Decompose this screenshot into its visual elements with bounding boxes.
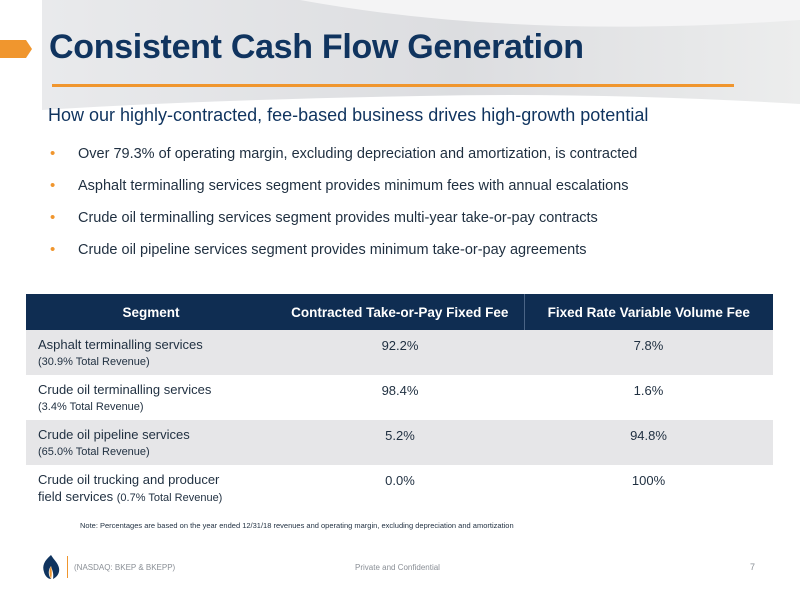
variable-fee-cell: 94.8% (524, 420, 773, 465)
segment-revenue: (3.4% Total Revenue) (38, 401, 144, 413)
segment-name-line2: field services (38, 489, 114, 504)
fixed-fee-cell: 0.0% (385, 473, 415, 488)
page-subtitle: How our highly-contracted, fee-based bus… (48, 105, 649, 125)
segment-name: Crude oil terminalling services (38, 382, 212, 397)
segment-revenue: (0.7% Total Revenue) (116, 492, 223, 504)
segment-name: Crude oil trucking and producer (38, 472, 220, 487)
bullet-item: • Crude oil terminalling services segmen… (48, 208, 637, 240)
footer-confidential: Private and Confidential (355, 563, 440, 572)
segment-revenue: (30.9% Total Revenue) (38, 356, 150, 368)
page-title: Consistent Cash Flow Generation (49, 28, 584, 66)
title-tab-marker (0, 40, 32, 58)
segment-name: Crude oil pipeline services (38, 427, 190, 442)
segment-revenue: (65.0% Total Revenue) (38, 446, 150, 458)
fixed-fee-cell: 92.2% (276, 330, 524, 375)
bullet-item: • Crude oil pipeline services segment pr… (48, 240, 637, 272)
table-row: Asphalt terminalling services (30.9% Tot… (26, 330, 773, 375)
bullet-icon: • (50, 241, 56, 258)
footnote: Note: Percentages are based on the year … (80, 521, 514, 530)
segment-cell: Crude oil pipeline services (65.0% Total… (26, 420, 276, 465)
title-underline (52, 84, 734, 87)
bullet-item: • Over 79.3% of operating margin, exclud… (48, 144, 637, 176)
variable-fee-cell: 7.8% (524, 330, 773, 375)
fixed-fee-cell: 5.2% (276, 420, 524, 465)
segment-cell: Asphalt terminalling services (30.9% Tot… (26, 330, 276, 375)
background-swoosh (42, 0, 800, 110)
flame-logo-icon (43, 555, 60, 579)
bullet-item: • Asphalt terminalling services segment … (48, 176, 637, 208)
variable-fee-cell: 100% (631, 473, 666, 488)
bullet-icon: • (50, 177, 56, 194)
variable-fee-cell: 1.6% (633, 383, 664, 398)
table-row: Crude oil pipeline services (65.0% Total… (26, 420, 773, 465)
page-number: 7 (750, 562, 756, 572)
table-row: Crude oil trucking and producer field se… (26, 465, 773, 519)
footer-divider (67, 556, 68, 578)
header-variable-fee: Fixed Rate Variable Volume Fee (523, 294, 773, 330)
bullet-text: Asphalt terminalling services segment pr… (78, 178, 629, 194)
segment-fee-table: Segment Contracted Take-or-Pay Fixed Fee… (26, 294, 773, 519)
bullet-text: Crude oil terminalling services segment … (78, 210, 598, 226)
bullet-icon: • (50, 145, 56, 162)
header-segment: Segment (26, 294, 276, 330)
fixed-fee-cell: 98.4% (381, 383, 419, 398)
bullet-list: • Over 79.3% of operating margin, exclud… (48, 144, 637, 272)
segment-cell: Crude oil trucking and producer field se… (26, 465, 276, 519)
header-fixed-fee: Contracted Take-or-Pay Fixed Fee (276, 294, 524, 330)
segment-name-continued: field services (0.7% Total Revenue) (38, 488, 264, 507)
bullet-icon: • (50, 209, 56, 226)
segment-name: Asphalt terminalling services (38, 337, 203, 352)
segment-cell: Crude oil terminalling services (3.4% To… (26, 375, 276, 420)
table-row: Crude oil terminalling services (3.4% To… (26, 375, 773, 420)
table-header-row: Segment Contracted Take-or-Pay Fixed Fee… (26, 294, 773, 330)
bullet-text: Crude oil pipeline services segment prov… (78, 242, 587, 258)
bullet-text: Over 79.3% of operating margin, excludin… (78, 146, 638, 162)
footer-ticker: (NASDAQ: BKEP & BKEPP) (74, 563, 176, 572)
